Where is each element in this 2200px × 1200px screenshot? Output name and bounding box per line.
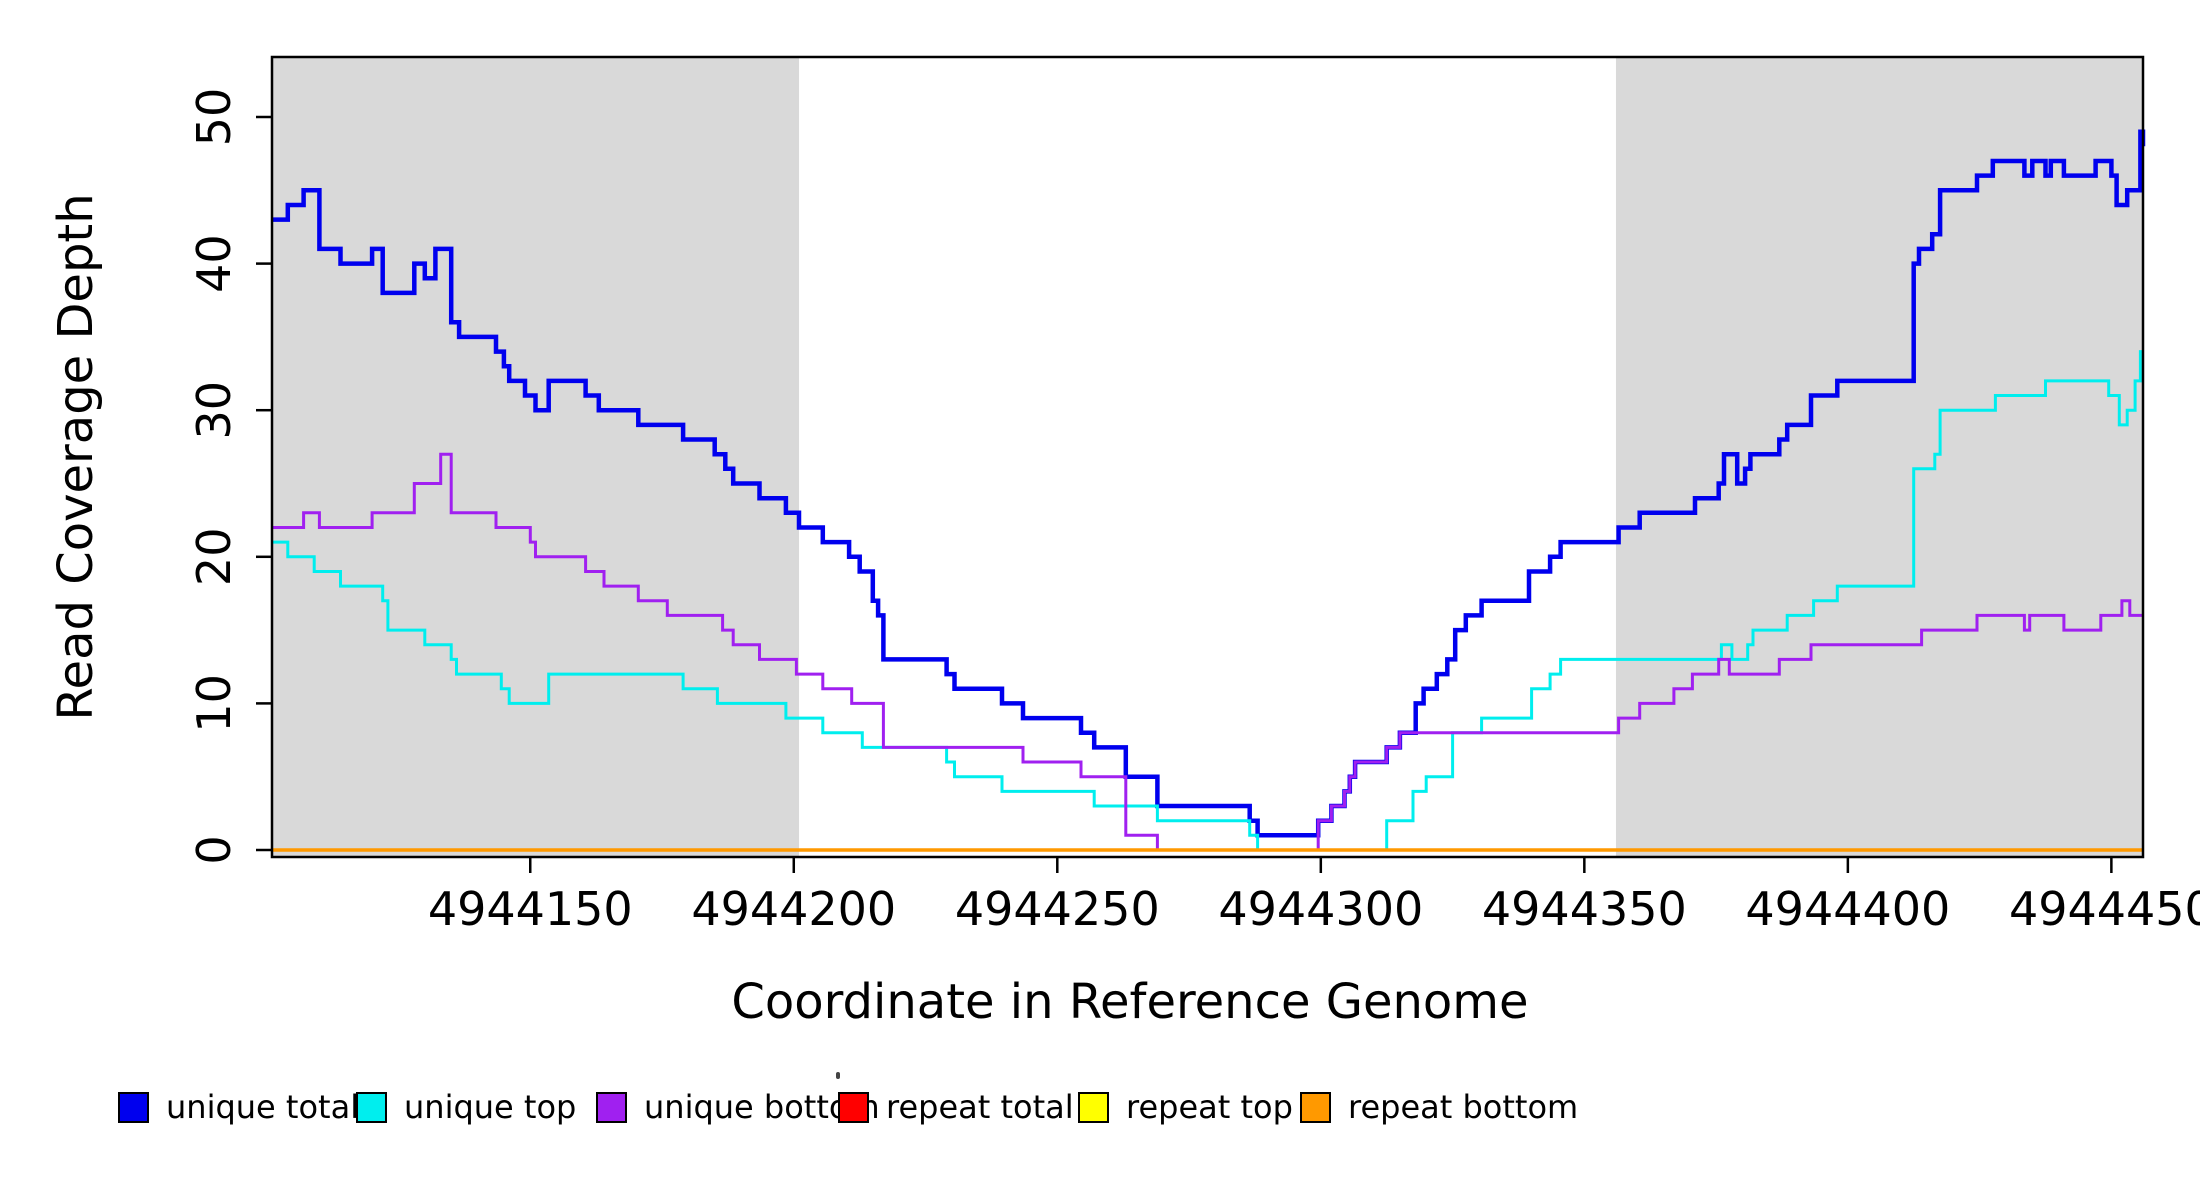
legend-swatch xyxy=(1078,1091,1109,1123)
legend-label: unique total xyxy=(166,1088,360,1126)
y-tick-label: 0 xyxy=(187,835,241,864)
y-tick-label: 20 xyxy=(187,528,241,587)
x-tick-label: 4944400 xyxy=(1745,882,1950,936)
legend-label: repeat top xyxy=(1126,1088,1293,1126)
coverage-series-lines xyxy=(272,129,2146,852)
legend-item-repeat-bottom: repeat bottom xyxy=(1300,1088,1579,1126)
y-axis-ticks: 0 10 20 30 40 50 xyxy=(187,88,272,865)
y-tick-label: 10 xyxy=(187,674,241,733)
series-line-unique-top xyxy=(272,350,2143,852)
series-line-unique-bottom xyxy=(272,452,2143,852)
shaded-region xyxy=(1615,58,2143,856)
legend-item-unique-total: unique total xyxy=(118,1088,360,1126)
x-tick-label: 4944200 xyxy=(691,882,896,936)
legend-swatch xyxy=(1300,1091,1331,1123)
y-tick-label: 30 xyxy=(187,381,241,440)
legend-label: repeat bottom xyxy=(1348,1088,1579,1126)
shaded-repeat-regions xyxy=(272,58,2143,856)
x-tick-label: 4944150 xyxy=(428,882,633,936)
x-tick-label: 4944450 xyxy=(2009,882,2200,936)
legend-item-unique-top: unique top xyxy=(356,1088,577,1126)
legend-swatch xyxy=(118,1091,149,1123)
legend-label: repeat total xyxy=(886,1088,1074,1126)
legend-item-repeat-top: repeat top xyxy=(1078,1088,1293,1126)
y-tick-label: 40 xyxy=(187,234,241,293)
y-tick-label: 50 xyxy=(187,88,241,147)
legend-label: unique top xyxy=(404,1088,577,1126)
legend-swatch xyxy=(596,1091,627,1123)
x-tick-label: 4944250 xyxy=(955,882,1160,936)
x-tick-label: 4944300 xyxy=(1218,882,1423,936)
x-axis-ticks: 4944150 4944200 4944250 4944300 4944350 49444… xyxy=(428,857,2200,936)
plot-border-box xyxy=(270,55,2145,859)
legend-swatch xyxy=(356,1091,387,1123)
shaded-region xyxy=(272,58,800,856)
x-axis-title: Coordinate in Reference Genome xyxy=(731,974,1528,1030)
y-axis-title: Read Coverage Depth xyxy=(48,193,104,720)
legend-item-repeat-total: repeat total xyxy=(838,1088,1074,1126)
x-tick-label: 4944350 xyxy=(1482,882,1687,936)
legend-swatch xyxy=(838,1091,869,1123)
stray-mark xyxy=(836,1072,840,1079)
